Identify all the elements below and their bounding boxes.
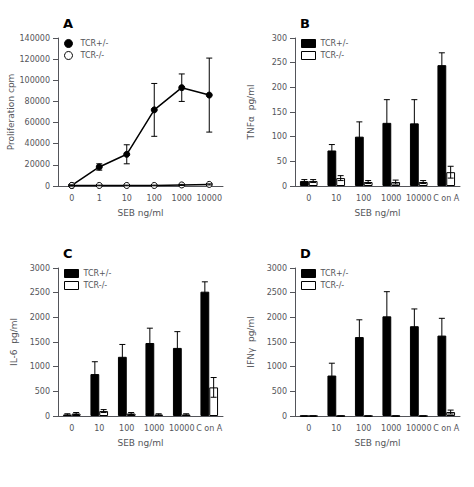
svg-text:1000: 1000	[267, 362, 287, 371]
svg-text:1500: 1500	[30, 338, 50, 347]
svg-text:0: 0	[69, 424, 74, 433]
svg-text:TCR-/-: TCR-/-	[83, 281, 108, 290]
svg-text:SEB ng/ml: SEB ng/ml	[117, 438, 163, 448]
svg-text:0: 0	[306, 194, 311, 203]
svg-text:10000: 10000	[169, 424, 194, 433]
svg-text:100: 100	[147, 194, 162, 203]
svg-text:1: 1	[97, 194, 102, 203]
svg-text:100: 100	[119, 424, 134, 433]
svg-text:SEB ng/ml: SEB ng/ml	[354, 208, 400, 218]
svg-text:SEB ng/ml: SEB ng/ml	[354, 438, 400, 448]
svg-text:3000: 3000	[30, 264, 50, 273]
svg-text:10: 10	[331, 194, 341, 203]
svg-text:10: 10	[331, 424, 341, 433]
svg-text:100000: 100000	[19, 76, 50, 85]
svg-text:500: 500	[35, 387, 50, 396]
svg-text:IFNγ pg/ml: IFNγ pg/ml	[246, 316, 256, 367]
svg-text:D: D	[300, 246, 311, 261]
svg-text:140000: 140000	[19, 34, 50, 43]
svg-text:120000: 120000	[19, 55, 50, 64]
svg-text:10: 10	[122, 194, 132, 203]
svg-text:1000: 1000	[144, 424, 164, 433]
svg-text:80000: 80000	[25, 97, 50, 106]
svg-text:TCR-/-: TCR-/-	[320, 281, 345, 290]
svg-text:1000: 1000	[381, 194, 401, 203]
svg-text:A: A	[63, 16, 73, 31]
svg-text:0: 0	[306, 424, 311, 433]
svg-text:40000: 40000	[25, 139, 50, 148]
svg-text:SEB ng/ml: SEB ng/ml	[117, 208, 163, 218]
svg-text:500: 500	[272, 387, 287, 396]
svg-text:300: 300	[272, 34, 287, 43]
svg-text:TCR+/-: TCR+/-	[83, 269, 112, 278]
svg-text:1500: 1500	[267, 338, 287, 347]
svg-text:B: B	[300, 16, 310, 31]
svg-text:TCR+/-: TCR+/-	[320, 269, 349, 278]
svg-text:2500: 2500	[30, 288, 50, 297]
svg-text:TCR+/-: TCR+/-	[320, 39, 349, 48]
svg-text:200: 200	[272, 83, 287, 92]
svg-text:TNFα pg/ml: TNFα pg/ml	[246, 85, 256, 141]
svg-text:150: 150	[272, 108, 287, 117]
svg-text:0: 0	[45, 412, 50, 421]
svg-text:10000: 10000	[406, 424, 431, 433]
svg-text:50: 50	[277, 157, 287, 166]
svg-text:10: 10	[94, 424, 104, 433]
svg-text:0: 0	[282, 412, 287, 421]
svg-text:100: 100	[272, 132, 287, 141]
svg-text:Proliferation cpm: Proliferation cpm	[6, 74, 16, 151]
svg-text:3000: 3000	[267, 264, 287, 273]
svg-text:100: 100	[356, 424, 371, 433]
svg-text:C on A: C on A	[433, 424, 460, 433]
svg-text:10000: 10000	[197, 194, 222, 203]
svg-text:2000: 2000	[267, 313, 287, 322]
svg-text:C on A: C on A	[196, 424, 223, 433]
svg-text:60000: 60000	[25, 118, 50, 127]
svg-text:C: C	[63, 246, 73, 261]
svg-text:0: 0	[282, 182, 287, 191]
svg-text:2500: 2500	[267, 288, 287, 297]
svg-text:250: 250	[272, 58, 287, 67]
svg-text:1000: 1000	[381, 424, 401, 433]
svg-text:1000: 1000	[30, 362, 50, 371]
svg-text:0: 0	[45, 182, 50, 191]
svg-text:20000: 20000	[25, 160, 50, 169]
svg-text:1000: 1000	[172, 194, 192, 203]
svg-text:2000: 2000	[30, 313, 50, 322]
svg-text:C on A: C on A	[433, 194, 460, 203]
svg-text:100: 100	[356, 194, 371, 203]
svg-text:10000: 10000	[406, 194, 431, 203]
svg-text:TCR-/-: TCR-/-	[320, 51, 345, 60]
svg-text:IL-6 pg/ml: IL-6 pg/ml	[9, 318, 19, 366]
svg-text:0: 0	[69, 194, 74, 203]
svg-text:TCR-/-: TCR-/-	[80, 51, 105, 60]
svg-text:TCR+/-: TCR+/-	[80, 39, 109, 48]
